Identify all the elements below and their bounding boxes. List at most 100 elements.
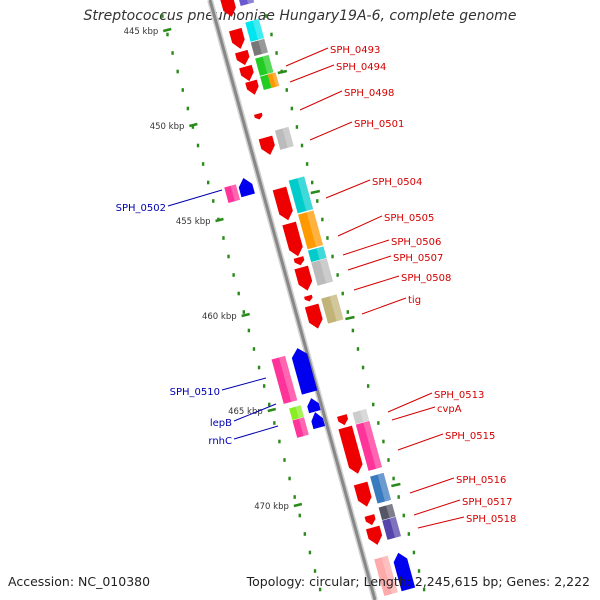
gene-box-shine [295, 405, 304, 419]
gene-arrow-body [254, 112, 263, 120]
dot-right [361, 365, 365, 370]
gene-box [355, 420, 383, 471]
gene-box-shine [282, 126, 294, 148]
gene-box-shine [230, 184, 241, 202]
gene-label-sph_0498: SPH_0498 [344, 88, 394, 99]
label-leader [233, 403, 277, 422]
dot-left [308, 550, 312, 555]
label-leader [387, 392, 433, 413]
dot-right [392, 476, 395, 481]
gene-box-body [378, 503, 396, 521]
gene-arrow-body [338, 425, 363, 474]
dot-right [290, 106, 294, 111]
gene-box [236, 0, 255, 7]
dot-left [257, 365, 261, 370]
dot-right [377, 421, 380, 425]
gene-box-body [311, 258, 334, 286]
gene-box [321, 294, 344, 324]
dot-left [206, 180, 210, 185]
gene-box [274, 126, 294, 150]
gene-arrow [238, 177, 255, 198]
gene-box-shine [329, 294, 344, 322]
tick-mark [241, 312, 250, 318]
label-leader [299, 90, 343, 111]
gene-box-body [271, 355, 298, 404]
gene-arrow-body [245, 79, 259, 95]
dot-right [407, 532, 411, 536]
dot-right [270, 32, 273, 37]
gene-arrow [258, 135, 275, 155]
gene-box-body [370, 472, 392, 504]
gene-label-sph_0507: SPH_0507 [393, 253, 443, 264]
gene-arrow-body [311, 412, 326, 430]
tick-mark-right [345, 315, 355, 321]
dot-right [275, 51, 278, 55]
gene-box [292, 417, 309, 438]
gene-label-sph_0516: SPH_0516 [456, 475, 506, 486]
dot-right [356, 347, 360, 351]
reference-dots [161, 14, 426, 592]
backbone-line [208, 0, 377, 600]
gene-box-shine [381, 555, 398, 594]
gene-arrow-body [291, 348, 318, 395]
gene-arrow [393, 552, 416, 592]
label-leader [337, 215, 383, 237]
gene-box-shine [389, 516, 402, 538]
dot-left [166, 32, 169, 37]
dot-left [288, 476, 291, 481]
label-leader [342, 239, 390, 256]
gene-arrow [365, 525, 383, 545]
gene-label-sph_0506: SPH_0506 [391, 237, 441, 248]
dot-left [176, 69, 179, 74]
label-leader [233, 425, 279, 440]
dot-left [293, 495, 296, 499]
tick-mark [215, 217, 224, 223]
dot-left [242, 310, 245, 314]
gene-box [250, 38, 268, 57]
gene-box-body [289, 405, 304, 421]
gene-arrow [291, 348, 318, 395]
tick-label: 450 kbp [150, 122, 185, 132]
tick-mark [162, 27, 172, 33]
gene-box-body [236, 0, 255, 7]
gene-label-sph_0518: SPH_0518 [466, 514, 516, 525]
label-leader [391, 406, 436, 421]
gene-box-body [255, 54, 274, 76]
gene-box-body [382, 516, 402, 540]
gene-arrow [304, 303, 323, 329]
tick-mark [267, 407, 277, 413]
dot-right [346, 310, 349, 314]
dot-right [351, 328, 355, 333]
gene-arrow-body [353, 481, 372, 507]
gene-box [352, 408, 370, 425]
gene-box-body [321, 294, 344, 324]
dot-right [341, 291, 344, 296]
gene-label-sph_0508: SPH_0508 [401, 273, 451, 284]
gene-label-sph_0513: SPH_0513 [434, 390, 484, 401]
dot-left [191, 125, 195, 129]
dot-right [300, 143, 304, 148]
dot-right [316, 199, 319, 203]
gene-box-shine [377, 472, 392, 502]
gene-labels: SPH_0493 SPH_0494 SPH_0498 SPH_0501 SPH_0504… [116, 45, 516, 529]
label-leader [417, 516, 465, 529]
gene-arrow [272, 186, 293, 221]
gene-box-shine [359, 408, 370, 423]
gene-label-sph_0505: SPH_0505 [384, 213, 434, 224]
label-leader [325, 179, 371, 199]
label-leader [167, 189, 223, 207]
gene-box-shine [316, 246, 327, 260]
dot-right [366, 384, 370, 388]
gene-label-sph_0517: SPH_0517 [462, 497, 512, 508]
dot-left [283, 458, 286, 462]
tick-label: 465 kbp [228, 407, 263, 417]
gene-arrow-body [337, 414, 349, 426]
gene-arrow-body [294, 265, 313, 291]
gene-features [219, 0, 416, 596]
gene-arrow-body [235, 49, 250, 66]
gene-box-shine [258, 38, 268, 55]
gene-box [288, 176, 314, 214]
gene-arrow [311, 412, 326, 430]
gene-arrow [239, 64, 254, 82]
